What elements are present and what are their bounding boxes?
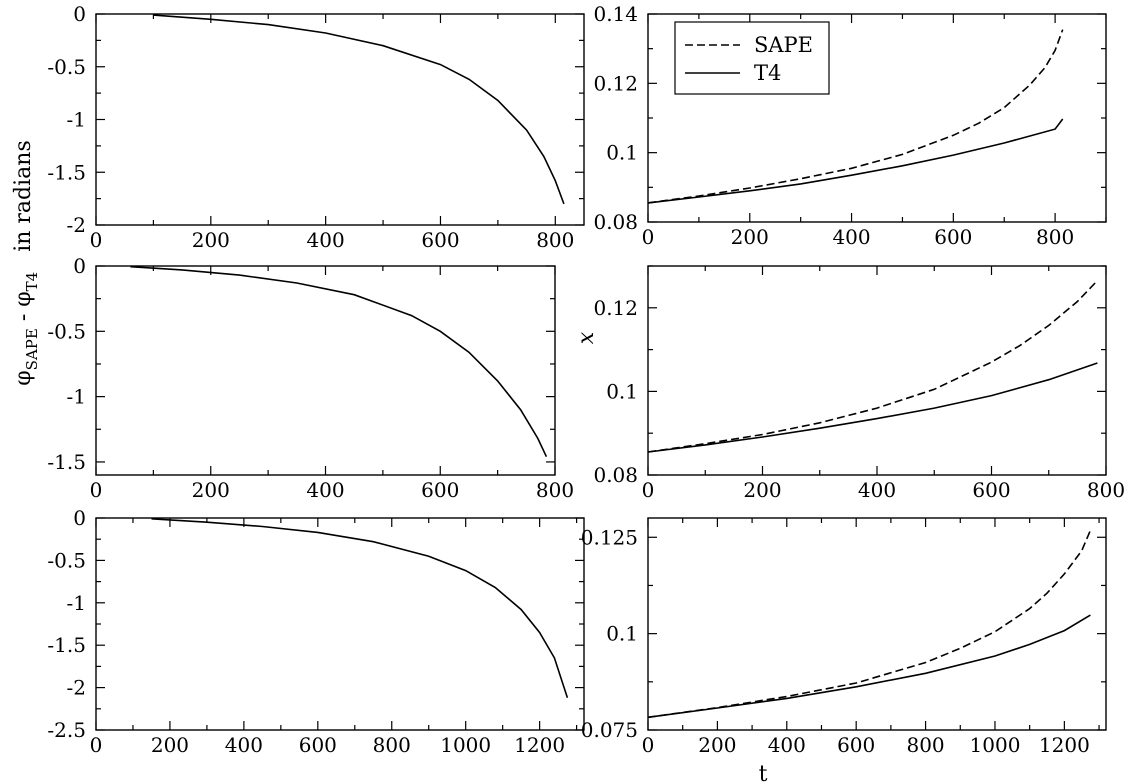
panel-row3-right: 0 200 400 600 800 1000 1200 0.075 0.1 0.125 [581, 517, 1107, 757]
x-tick-label: 800 [373, 733, 411, 757]
series-line-t4 [647, 118, 1064, 204]
y-tick-label: -1 [67, 108, 86, 132]
y-tick-label: 0.075 [581, 718, 638, 742]
y-tick-label: 0 [73, 254, 86, 278]
y-title-phi: φ [11, 370, 36, 385]
y-tick-label: 0.14 [593, 2, 638, 26]
panel-row2-right: 0 200 400 600 800 0.08 0.1 0.12 [593, 265, 1125, 502]
x-tick-label: 1000 [440, 733, 491, 757]
x-tick-label: 0 [90, 478, 103, 502]
y-tick-label: -2 [67, 213, 86, 237]
x-tick-label: 1200 [1039, 733, 1090, 757]
x-tick-label: 400 [306, 478, 344, 502]
series-line-phase-difference [130, 265, 548, 458]
x-tick-label: 600 [972, 478, 1010, 502]
series-line-t4 [647, 362, 1098, 453]
y-tick-label: 0.1 [606, 622, 638, 646]
x-tick-label: 200 [192, 228, 230, 252]
x-tick-label: 800 [536, 478, 574, 502]
y-tick-label: -1.5 [47, 450, 86, 474]
series-line-t4 [647, 614, 1091, 719]
x-tick-label: 600 [421, 478, 459, 502]
left-y-axis-title: φSAPE - φT4 in radians [11, 140, 41, 385]
x-tick-label: 0 [642, 478, 655, 502]
x-tick-label: 200 [731, 225, 769, 249]
x-tick-label: 200 [698, 733, 736, 757]
y-tick-label: -1 [67, 385, 86, 409]
x-tick-label: 800 [1036, 225, 1074, 249]
series-line-phase-difference [153, 14, 565, 205]
x-tick-label: 200 [192, 478, 230, 502]
y-tick-label: 0.08 [593, 210, 638, 234]
x-tick-label: 1200 [514, 733, 565, 757]
plot-frame [95, 517, 585, 731]
y-tick-label: 0.1 [606, 141, 638, 165]
panels: 0 200 400 600 800-2-1.5-1-0.500 200 400 600 8000… [47, 2, 1125, 757]
x-tick-label: 0 [642, 733, 655, 757]
x-tick-label: 600 [421, 228, 459, 252]
legend-box [674, 21, 830, 95]
x-tick-label: 200 [151, 733, 189, 757]
panel-row1-right: 0 200 400 600 800 0.08 0.1 0.12 0.14 SAPE T4 [593, 2, 1107, 249]
y-title-sub-t4: T4 [23, 272, 41, 292]
series-line-phase-difference [151, 518, 569, 699]
y-title-unit: in radians [11, 140, 36, 252]
x-tick-label: 200 [743, 478, 781, 502]
panel-row2-left: 0 200 400 600 800 -1.5 -1 -0.5 0 [47, 254, 574, 502]
plot-frame [95, 13, 585, 226]
x-tick-label: 0 [90, 733, 103, 757]
y-tick-label: 0 [73, 2, 86, 26]
y-tick-label: 0.1 [606, 379, 638, 403]
x-tick-label: 400 [858, 478, 896, 502]
y-tick-label: -2.5 [47, 718, 86, 742]
series-line-sape [647, 29, 1064, 204]
plot-frame [647, 517, 1107, 731]
y-tick-label: -0.5 [47, 319, 86, 343]
y-tick-label: -2 [67, 676, 86, 700]
y-tick-label: -0.5 [47, 548, 86, 572]
y-tick-label: 0.12 [593, 296, 638, 320]
x-tick-label: 600 [837, 733, 875, 757]
y-tick-label: 0.12 [593, 71, 638, 95]
x-tick-label: 0 [642, 225, 655, 249]
y-tick-label: -1 [67, 591, 86, 615]
y-tick-label: -0.5 [47, 55, 86, 79]
panel-row3-left: 0 200 400 600 800 1000 1200 -2.5 -2 -1.5 -1 -0.5 0 [47, 506, 585, 757]
legend-label-sape: SAPE [754, 33, 813, 57]
right-y-axis-title: x [574, 331, 599, 344]
y-tick-label: 0.125 [581, 525, 638, 549]
panel-row1-left: 0 200 400 600 800 -2 -1.5 -1 -0.5 0 [47, 2, 585, 252]
x-axis-title: t [759, 762, 768, 784]
x-tick-label: 400 [225, 733, 263, 757]
series-line-sape [647, 529, 1092, 719]
x-tick-label: 800 [1087, 478, 1125, 502]
legend: SAPE T4 [674, 21, 830, 95]
x-tick-label: 400 [832, 225, 870, 249]
legend-label-t4: T4 [754, 61, 781, 85]
x-tick-label: 400 [307, 228, 345, 252]
y-tick-label: -1.5 [47, 633, 86, 657]
series-line-sape [647, 280, 1098, 453]
x-tick-label: 0 [90, 228, 103, 252]
y-tick-label: 0.08 [593, 463, 638, 487]
x-tick-label: 400 [768, 733, 806, 757]
y-tick-label: -1.5 [47, 160, 86, 184]
y-title-minus-phi: - φ [11, 291, 36, 328]
x-tick-label: 1000 [970, 733, 1021, 757]
x-tick-label: 800 [536, 228, 574, 252]
x-tick-label: 600 [934, 225, 972, 249]
y-tick-label: 0 [73, 506, 86, 530]
y-title-sub-sape: SAPE [23, 328, 41, 370]
x-tick-label: 600 [299, 733, 337, 757]
x-tick-label: 800 [906, 733, 944, 757]
